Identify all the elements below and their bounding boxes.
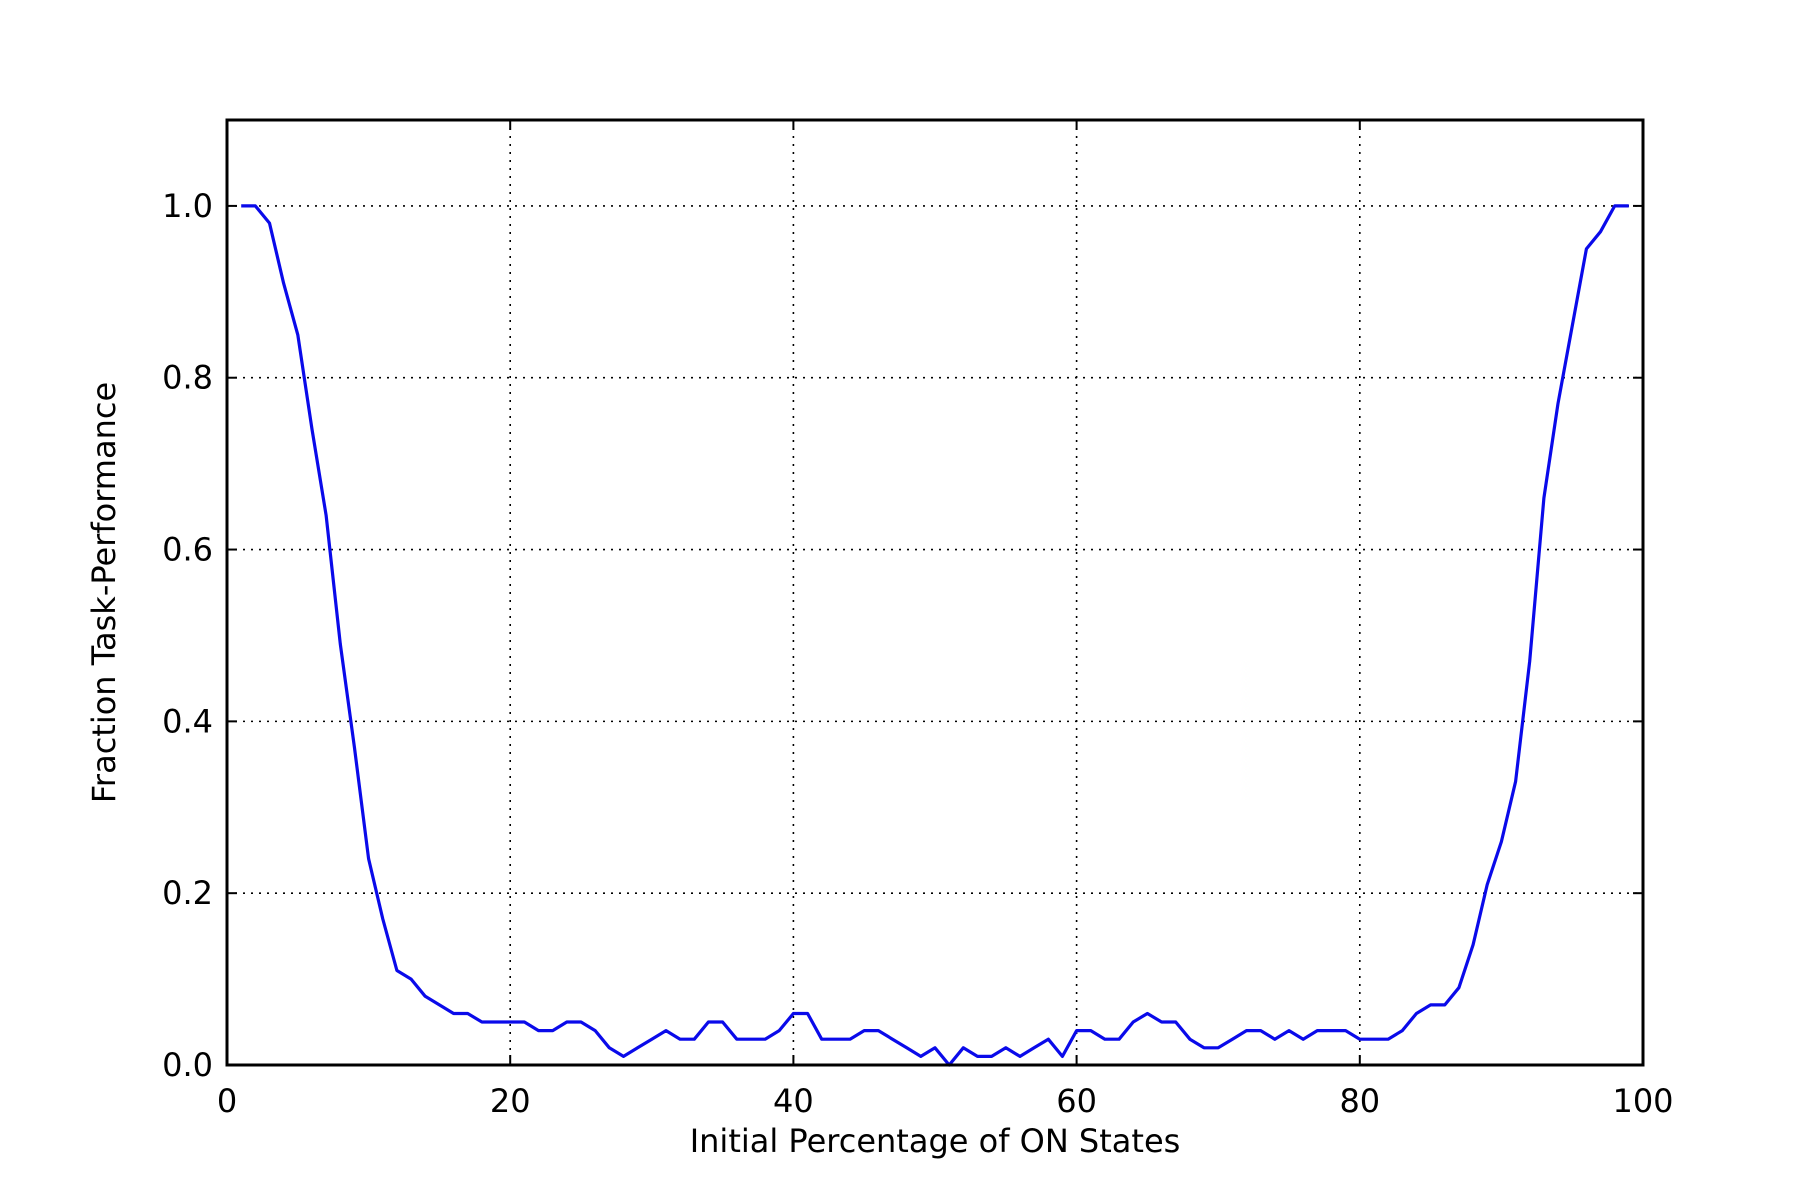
series-line [241, 204, 1629, 1067]
y-tick-label: 1.0 [162, 187, 213, 225]
ticks [226, 120, 1644, 1066]
x-tick-label: 80 [1339, 1082, 1380, 1120]
x-tick-label: 40 [773, 1082, 814, 1120]
grid [227, 120, 1643, 1065]
series-layer [241, 204, 1629, 1067]
x-tick-label: 100 [1612, 1082, 1673, 1120]
x-axis-label: Initial Percentage of ON States [690, 1122, 1181, 1160]
y-tick-label: 0.6 [162, 531, 213, 569]
y-tick-label: 0.8 [162, 359, 213, 397]
tick-labels: 0 20 40 60 80 100 0.0 0.2 0.4 0.6 0.8 1.0 [162, 187, 1673, 1120]
plot-frame [225, 118, 1645, 1067]
y-axis-label: Fraction Task-Performance [85, 382, 123, 803]
y-tick-label: 0.4 [162, 702, 213, 740]
y-tick-label: 0.2 [162, 874, 213, 912]
y-tick-label: 0.0 [162, 1046, 213, 1084]
x-tick-label: 0 [217, 1082, 237, 1120]
x-tick-label: 20 [490, 1082, 531, 1120]
x-tick-label: 60 [1056, 1082, 1097, 1120]
